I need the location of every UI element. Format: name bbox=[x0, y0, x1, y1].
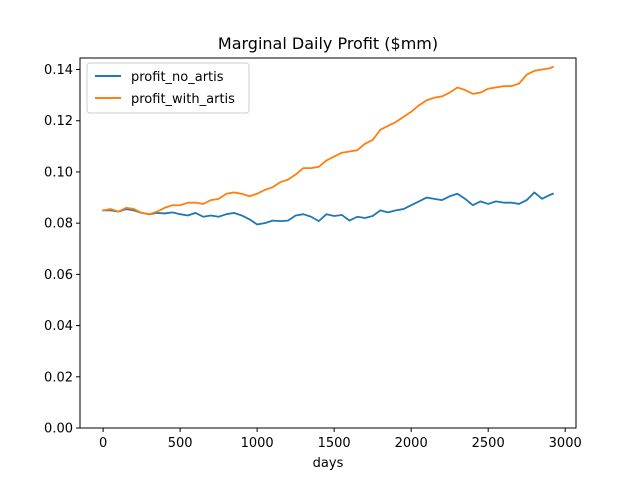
series-line-profit-no-artis bbox=[102, 191, 555, 226]
x-tick-label: 3000 bbox=[549, 436, 582, 451]
y-axis: 0.00 0.02 0.04 0.06 0.08 0.10 0.12 0.14 bbox=[44, 63, 80, 437]
legend-label-profit-with-artis: profit_with_artis bbox=[131, 92, 235, 107]
y-tick-label: 0.02 bbox=[44, 370, 73, 385]
x-tick-label: 1500 bbox=[318, 436, 351, 451]
legend-label-profit-no-artis: profit_no_artis bbox=[131, 70, 224, 85]
y-tick-label: 0.06 bbox=[44, 268, 73, 283]
series-line-profit-with-artis bbox=[102, 65, 555, 216]
x-axis-label: days bbox=[313, 456, 344, 471]
legend-box bbox=[86, 62, 250, 114]
x-tick-label: 2500 bbox=[472, 436, 505, 451]
y-tick-label: 0.10 bbox=[44, 165, 73, 180]
x-tick-label: 1000 bbox=[241, 436, 274, 451]
plot-frame bbox=[79, 57, 577, 429]
chart-title: Marginal Daily Profit ($mm) bbox=[218, 34, 438, 53]
x-tick-label: 2000 bbox=[395, 436, 428, 451]
y-tick-label: 0.08 bbox=[44, 217, 73, 232]
x-tick-label: 500 bbox=[168, 436, 193, 451]
y-tick-label: 0.12 bbox=[44, 114, 73, 129]
x-tick-label: 0 bbox=[99, 436, 107, 451]
y-tick-label: 0.04 bbox=[44, 319, 73, 334]
y-tick-label: 0.14 bbox=[44, 63, 73, 78]
y-tick-label: 0.00 bbox=[44, 422, 73, 437]
legend: profit_no_artis profit_with_artis bbox=[86, 62, 250, 114]
x-axis: 0 500 1000 1500 2000 2500 3000 bbox=[99, 428, 582, 451]
series-layer bbox=[102, 65, 555, 226]
